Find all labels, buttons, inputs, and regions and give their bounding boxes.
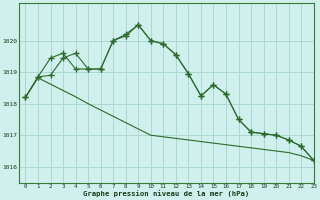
X-axis label: Graphe pression niveau de la mer (hPa): Graphe pression niveau de la mer (hPa) bbox=[83, 190, 250, 197]
